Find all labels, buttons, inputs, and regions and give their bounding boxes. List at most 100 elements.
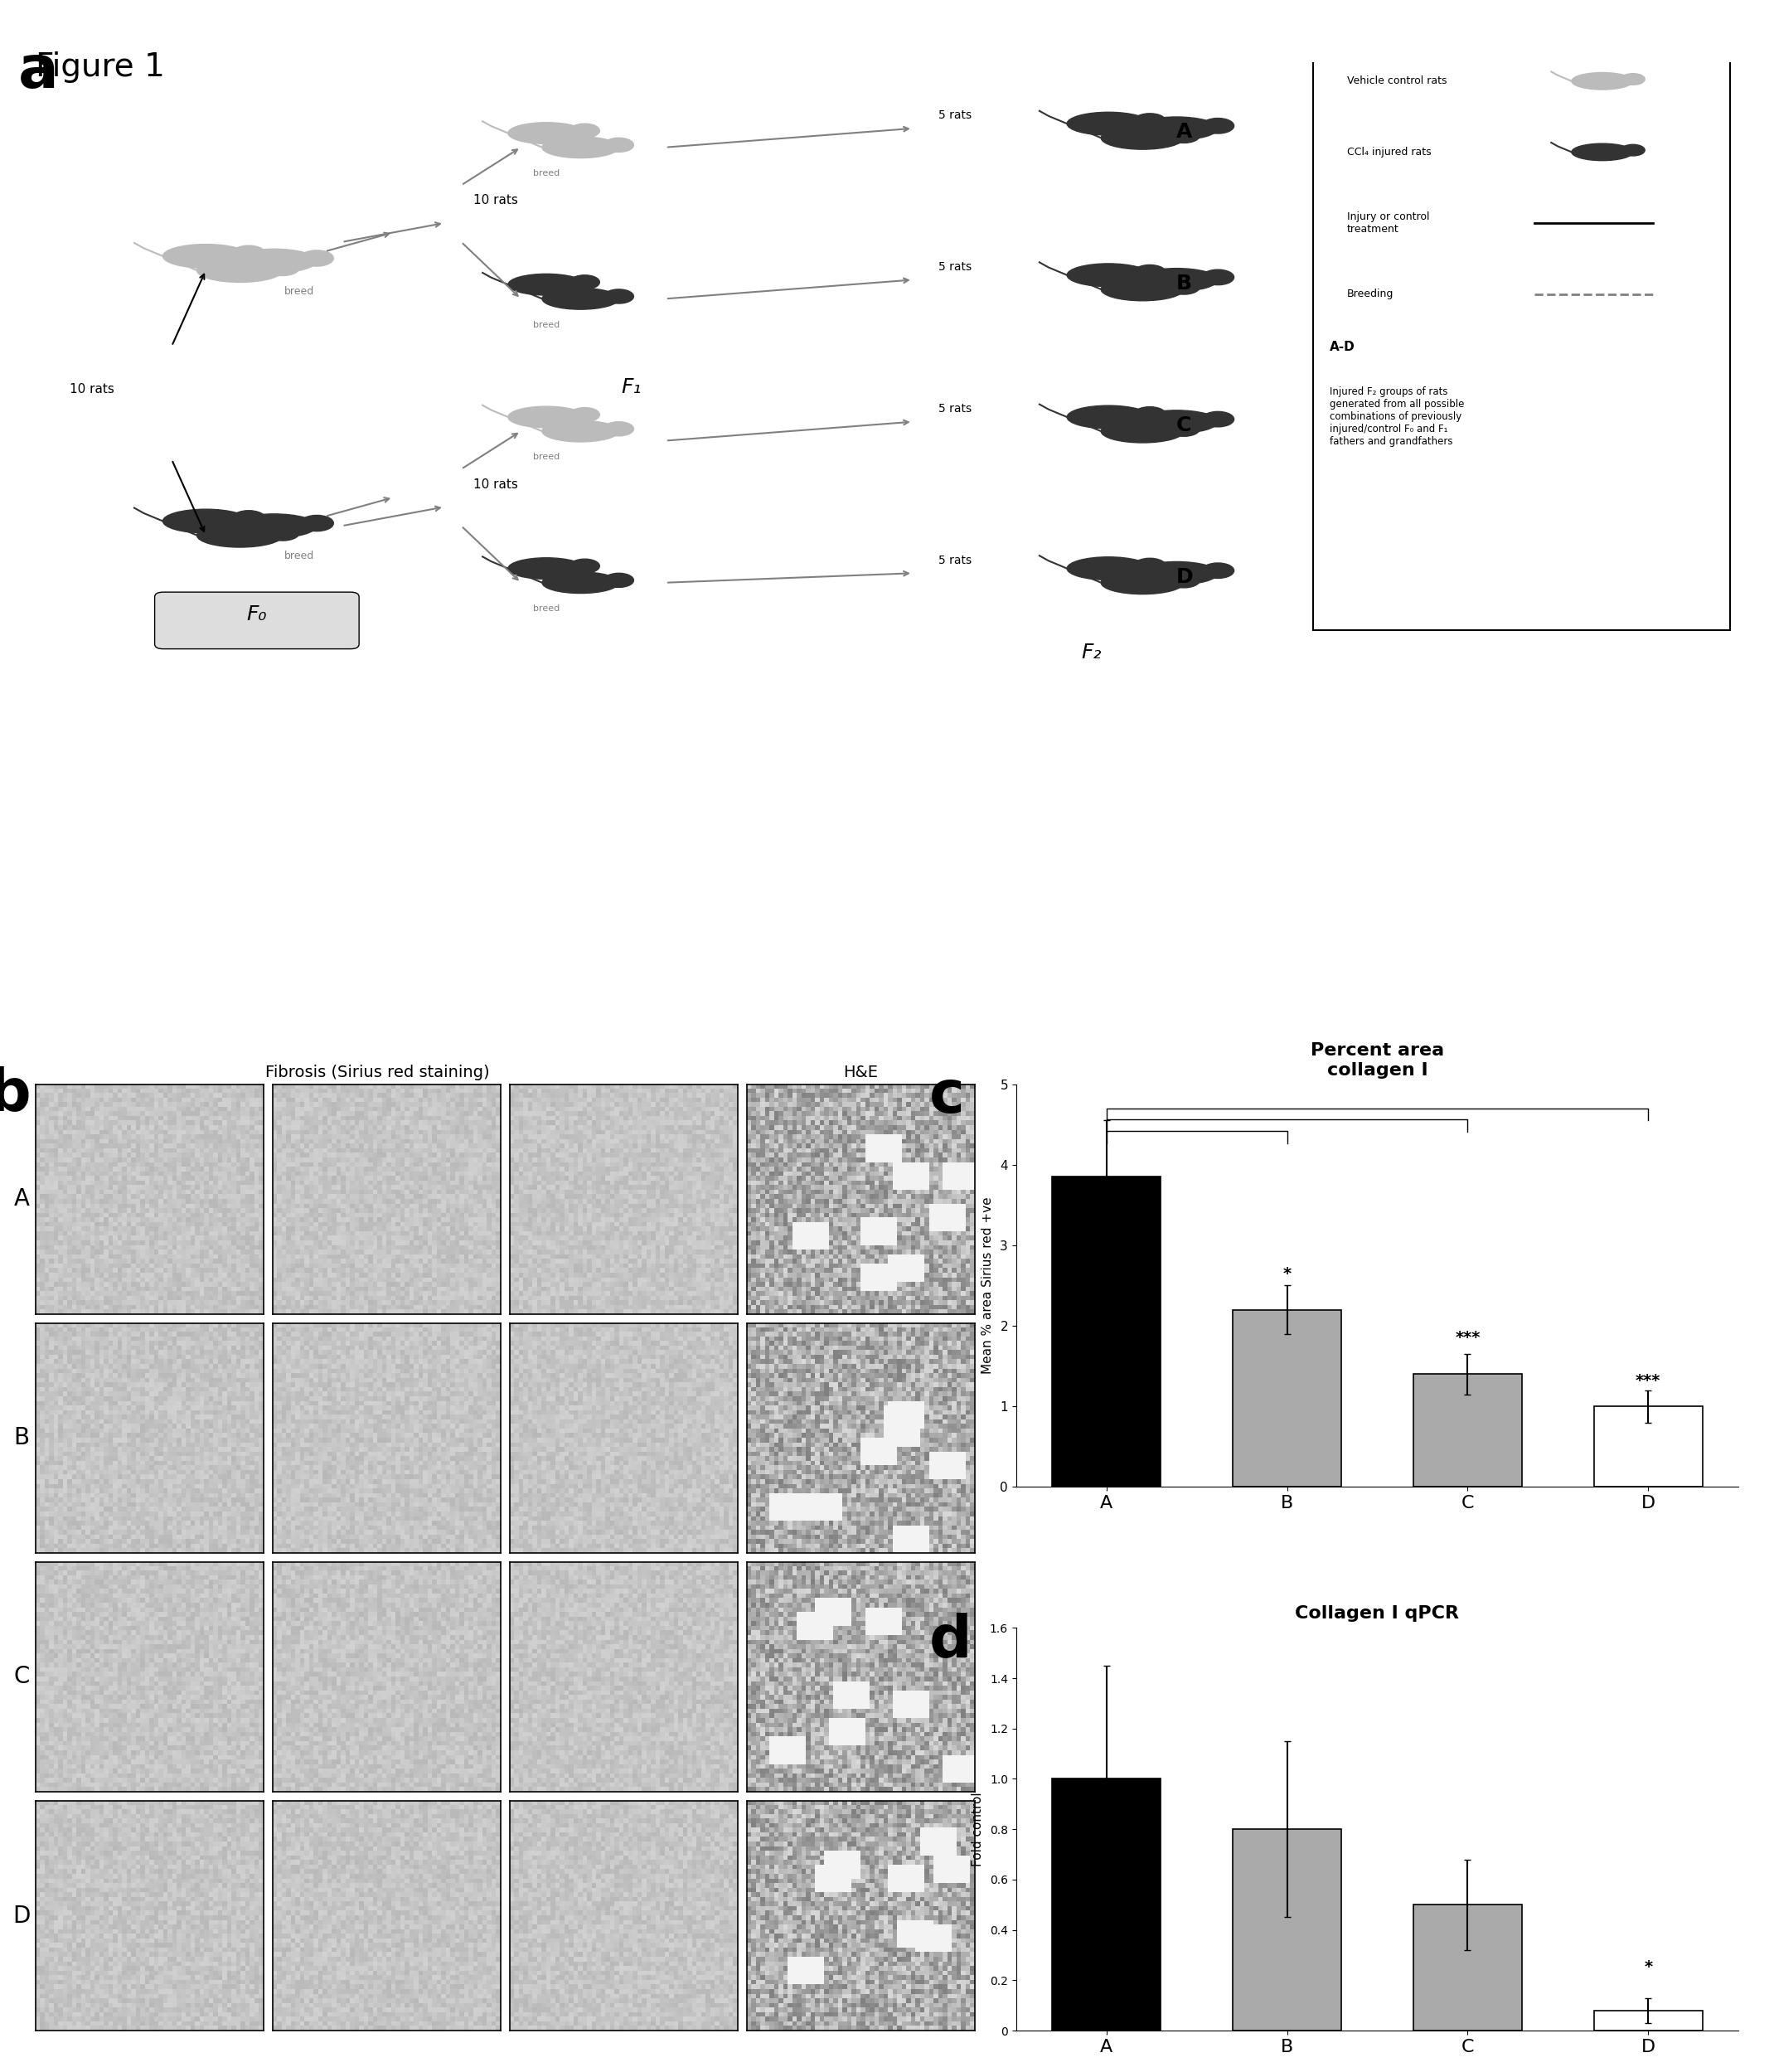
Ellipse shape: [300, 251, 334, 265]
Text: *: *: [1644, 1960, 1652, 1975]
Ellipse shape: [163, 244, 248, 267]
Title: Fibrosis (Sirius red staining): Fibrosis (Sirius red staining): [266, 1065, 490, 1082]
Text: Injured F₂ groups of rats
generated from all possible
combinations of previously: Injured F₂ groups of rats generated from…: [1330, 385, 1464, 448]
Bar: [1233, 1830, 1341, 2031]
Bar: [1414, 1904, 1522, 2031]
Ellipse shape: [507, 406, 585, 427]
Ellipse shape: [1621, 145, 1644, 155]
Ellipse shape: [603, 290, 633, 303]
Ellipse shape: [231, 514, 318, 539]
Text: Figure 1: Figure 1: [35, 52, 165, 83]
Ellipse shape: [232, 510, 266, 526]
Ellipse shape: [1102, 126, 1183, 149]
Text: 5 rats: 5 rats: [938, 404, 972, 414]
FancyBboxPatch shape: [1313, 52, 1730, 630]
Text: Vehicle control rats: Vehicle control rats: [1346, 77, 1448, 87]
Ellipse shape: [266, 524, 300, 541]
Bar: [1052, 1177, 1160, 1488]
Text: breed: breed: [532, 605, 561, 613]
Ellipse shape: [232, 247, 266, 261]
Text: Breeding: Breeding: [1346, 288, 1394, 300]
Y-axis label: A: A: [14, 1187, 30, 1210]
Bar: [1052, 1780, 1160, 2031]
Text: D: D: [1176, 568, 1194, 586]
Ellipse shape: [543, 572, 619, 593]
Ellipse shape: [1167, 572, 1199, 588]
Bar: [1414, 1374, 1522, 1488]
Text: breed: breed: [284, 286, 314, 296]
Ellipse shape: [1102, 572, 1183, 595]
Title: Percent area
collagen I: Percent area collagen I: [1311, 1042, 1444, 1077]
Text: B: B: [1176, 274, 1192, 294]
Ellipse shape: [1167, 280, 1199, 294]
Ellipse shape: [1134, 406, 1166, 423]
Ellipse shape: [507, 557, 585, 578]
Ellipse shape: [1201, 118, 1235, 133]
Ellipse shape: [197, 524, 282, 547]
Ellipse shape: [603, 423, 633, 435]
Text: breed: breed: [532, 170, 561, 178]
Ellipse shape: [569, 276, 600, 290]
Ellipse shape: [1134, 265, 1166, 280]
Bar: [1233, 1310, 1341, 1488]
Text: 10 rats: 10 rats: [474, 479, 518, 491]
Text: F₀: F₀: [247, 605, 266, 624]
Text: b: b: [0, 1065, 32, 1123]
Ellipse shape: [163, 510, 248, 533]
Ellipse shape: [1066, 557, 1150, 580]
Ellipse shape: [569, 124, 600, 139]
Ellipse shape: [1201, 564, 1235, 578]
Ellipse shape: [543, 288, 619, 309]
Y-axis label: Fold control: Fold control: [972, 1792, 985, 1867]
Ellipse shape: [1572, 143, 1632, 160]
Ellipse shape: [197, 259, 282, 282]
Text: F₂: F₂: [1082, 642, 1102, 663]
Y-axis label: B: B: [14, 1426, 30, 1450]
Ellipse shape: [507, 274, 585, 294]
Ellipse shape: [543, 421, 619, 441]
Text: A: A: [1176, 122, 1192, 143]
Ellipse shape: [1572, 73, 1632, 89]
Text: 5 rats: 5 rats: [938, 261, 972, 274]
Text: 5 rats: 5 rats: [938, 110, 972, 122]
Ellipse shape: [1066, 112, 1150, 135]
Ellipse shape: [1134, 557, 1166, 574]
Ellipse shape: [300, 516, 334, 530]
Ellipse shape: [1066, 406, 1150, 429]
Y-axis label: C: C: [14, 1666, 30, 1689]
Ellipse shape: [1135, 116, 1219, 141]
Ellipse shape: [569, 408, 600, 423]
Text: breed: breed: [532, 454, 561, 462]
Text: Injury or control
treatment: Injury or control treatment: [1346, 211, 1430, 234]
FancyBboxPatch shape: [154, 593, 358, 649]
Text: c: c: [930, 1067, 965, 1125]
Ellipse shape: [231, 249, 318, 274]
Ellipse shape: [1621, 73, 1644, 85]
Ellipse shape: [603, 574, 633, 586]
Bar: [1595, 2010, 1703, 2031]
Y-axis label: Mean % area Sirius red +ve: Mean % area Sirius red +ve: [981, 1198, 993, 1374]
Ellipse shape: [1066, 263, 1150, 286]
Text: breed: breed: [532, 321, 561, 329]
Ellipse shape: [507, 122, 585, 143]
Ellipse shape: [1102, 278, 1183, 300]
Text: C: C: [1176, 416, 1192, 435]
Ellipse shape: [1135, 562, 1219, 584]
Title: Collagen I qPCR: Collagen I qPCR: [1295, 1606, 1460, 1622]
Text: A-D: A-D: [1330, 342, 1355, 354]
Ellipse shape: [569, 559, 600, 574]
Ellipse shape: [1201, 412, 1235, 427]
Ellipse shape: [543, 137, 619, 157]
Ellipse shape: [1134, 114, 1166, 128]
Text: ***: ***: [1455, 1330, 1480, 1347]
Text: 5 rats: 5 rats: [938, 555, 972, 566]
Text: 10 rats: 10 rats: [69, 383, 114, 396]
Text: breed: breed: [284, 551, 314, 562]
Text: d: d: [930, 1612, 972, 1668]
Ellipse shape: [1167, 128, 1199, 143]
Ellipse shape: [1102, 421, 1183, 443]
Text: ***: ***: [1636, 1374, 1660, 1388]
Ellipse shape: [1167, 421, 1199, 437]
Ellipse shape: [1201, 269, 1235, 286]
Ellipse shape: [1135, 410, 1219, 433]
